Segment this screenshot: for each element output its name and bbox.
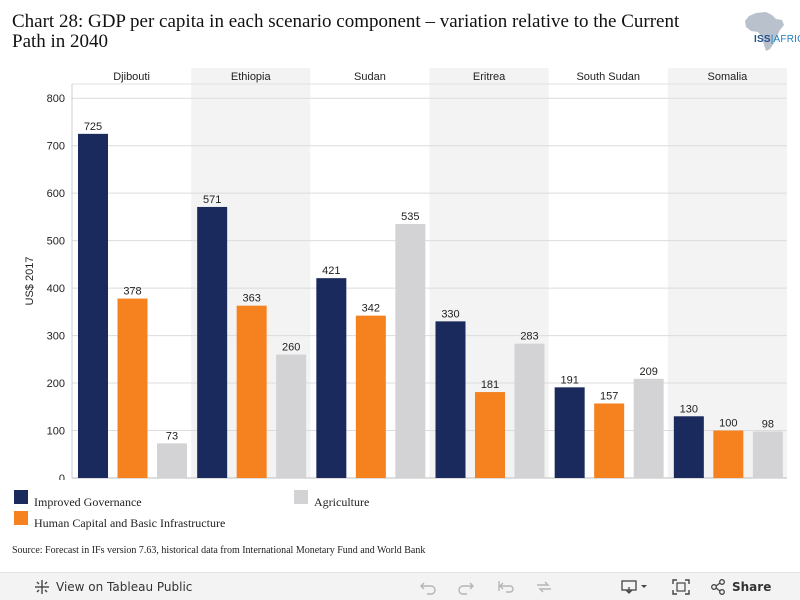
bar xyxy=(236,305,267,478)
refresh-button[interactable] xyxy=(534,573,554,600)
iss-africa-logo: ISS|AFRICA xyxy=(754,34,800,45)
y-tick-label: 300 xyxy=(47,331,65,343)
data-label: 342 xyxy=(362,303,380,315)
africa-map-icon xyxy=(745,12,784,51)
category-header: Sudan xyxy=(354,71,386,83)
fullscreen-icon xyxy=(672,579,690,595)
category-header: Somalia xyxy=(708,71,749,83)
share-label: Share xyxy=(732,580,772,594)
data-label: 98 xyxy=(762,418,774,430)
bar xyxy=(633,378,664,478)
bar xyxy=(78,133,108,478)
tableau-icon xyxy=(35,580,49,594)
undo-icon xyxy=(420,582,436,595)
view-on-tableau-button[interactable]: View on Tableau Public xyxy=(34,573,192,600)
data-label: 73 xyxy=(166,430,178,442)
download-icon xyxy=(621,580,647,594)
bar xyxy=(594,403,625,478)
y-axis-label: US$ 2017 xyxy=(24,257,36,306)
y-tick-label: 700 xyxy=(47,141,65,153)
data-label: 100 xyxy=(719,418,737,430)
data-label: 157 xyxy=(600,390,618,402)
y-tick-label: 0 xyxy=(59,473,65,480)
legend-item-improved-governance[interactable]: Improved Governance xyxy=(14,490,142,509)
category-header: Djibouti xyxy=(113,71,150,83)
legend-item-human-capital[interactable]: Human Capital and Basic Infrastructure xyxy=(14,511,225,530)
y-tick-label: 200 xyxy=(47,378,65,390)
data-label: 209 xyxy=(639,366,657,378)
bar xyxy=(475,392,505,478)
legend-swatch xyxy=(14,511,28,525)
legend-label: Agriculture xyxy=(314,495,370,509)
bar-chart: 0 100 200 300 400 500 600 700 800 US$ 2017 Djibout… xyxy=(24,68,787,480)
share-button[interactable]: Share xyxy=(710,573,771,600)
tableau-toolbar: View on Tableau Public xyxy=(0,572,800,600)
data-label: 191 xyxy=(560,374,578,386)
bar xyxy=(316,278,347,478)
bar xyxy=(554,387,585,478)
y-tick-label: 600 xyxy=(47,188,65,200)
bar xyxy=(355,315,386,478)
redo-button[interactable] xyxy=(456,573,476,600)
y-tick-label: 800 xyxy=(47,93,65,105)
bar xyxy=(752,431,783,478)
bar xyxy=(276,354,307,478)
y-tick-label: 100 xyxy=(47,426,65,438)
data-label: 330 xyxy=(441,308,459,320)
data-label: 363 xyxy=(242,293,260,305)
undo-button[interactable] xyxy=(418,573,438,600)
bar xyxy=(673,416,704,478)
data-label: 260 xyxy=(282,342,300,354)
y-tick-label: 400 xyxy=(47,283,65,295)
bar xyxy=(117,298,148,478)
fullscreen-button[interactable] xyxy=(672,573,690,600)
redo-icon xyxy=(458,582,474,595)
legend-label: Improved Governance xyxy=(34,495,142,509)
legend-item-agriculture[interactable]: Agriculture xyxy=(294,490,369,509)
category-header: Ethiopia xyxy=(231,71,272,83)
legend-swatch xyxy=(14,490,28,504)
view-on-tableau-label: View on Tableau Public xyxy=(56,580,193,594)
bar xyxy=(514,343,545,478)
refresh-icon xyxy=(537,581,551,593)
data-label: 571 xyxy=(203,194,221,206)
bar xyxy=(713,430,744,478)
legend-label: Human Capital and Basic Infrastructure xyxy=(34,516,226,530)
y-tick-label: 500 xyxy=(47,236,65,248)
revert-button[interactable] xyxy=(496,573,516,600)
data-label: 378 xyxy=(123,286,141,298)
share-icon xyxy=(711,579,725,595)
category-header: South Sudan xyxy=(576,71,640,83)
data-label: 725 xyxy=(84,121,102,133)
data-label: 535 xyxy=(401,211,419,223)
source-note: Source: Forecast in IFs version 7.63, hi… xyxy=(12,545,426,556)
bar xyxy=(395,224,426,478)
data-label: 181 xyxy=(481,379,499,391)
panel-background xyxy=(667,68,787,478)
data-label: 421 xyxy=(322,265,340,277)
chart-title: Chart 28: GDP per capita in each scenari… xyxy=(12,11,680,52)
bar xyxy=(157,443,187,478)
bar xyxy=(435,321,466,478)
legend-swatch xyxy=(294,490,308,504)
data-label: 130 xyxy=(680,403,698,415)
data-label: 283 xyxy=(520,331,538,343)
bar xyxy=(197,206,228,478)
revert-icon xyxy=(498,581,514,593)
download-button[interactable] xyxy=(620,573,652,600)
category-header: Eritrea xyxy=(473,71,506,83)
